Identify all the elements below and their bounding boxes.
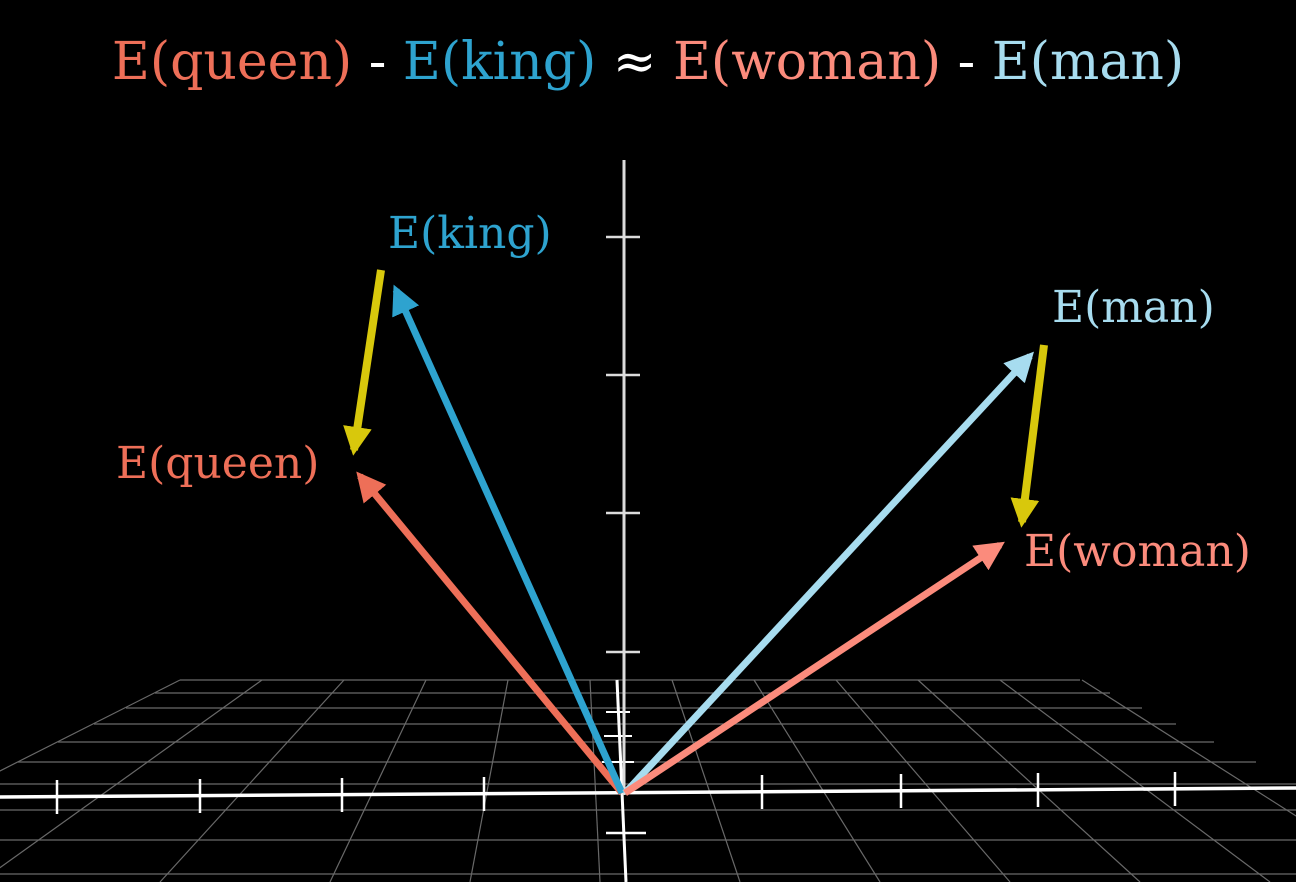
z-axis [602,679,646,882]
vector-man-arrow [622,351,1034,796]
vector-king-arrow [392,284,626,795]
equation-approx: ≈ [596,32,673,92]
label-king: E(king) [388,208,552,259]
x-axis [0,772,1296,814]
equation: E(queen) - E(king) ≈ E(woman) - E(man) [0,22,1296,102]
difference-king-to-queen-arrow [343,269,385,456]
equation-term-woman: E(woman) [672,32,942,92]
floor-grid [0,679,1296,882]
y-axis [606,160,640,795]
equation-term-man: E(man) [991,32,1185,92]
equation-term-queen: E(queen) [111,32,353,92]
equation-minus-1: - [352,32,403,92]
label-queen: E(queen) [116,438,319,489]
vector-woman-arrow [623,541,1005,796]
label-man: E(man) [1052,282,1215,333]
label-woman: E(woman) [1024,526,1251,577]
equation-term-king: E(king) [402,32,597,92]
difference-man-to-woman-arrow [1010,344,1048,528]
vector-queen-arrow [356,471,625,796]
equation-minus-2: - [941,32,992,92]
